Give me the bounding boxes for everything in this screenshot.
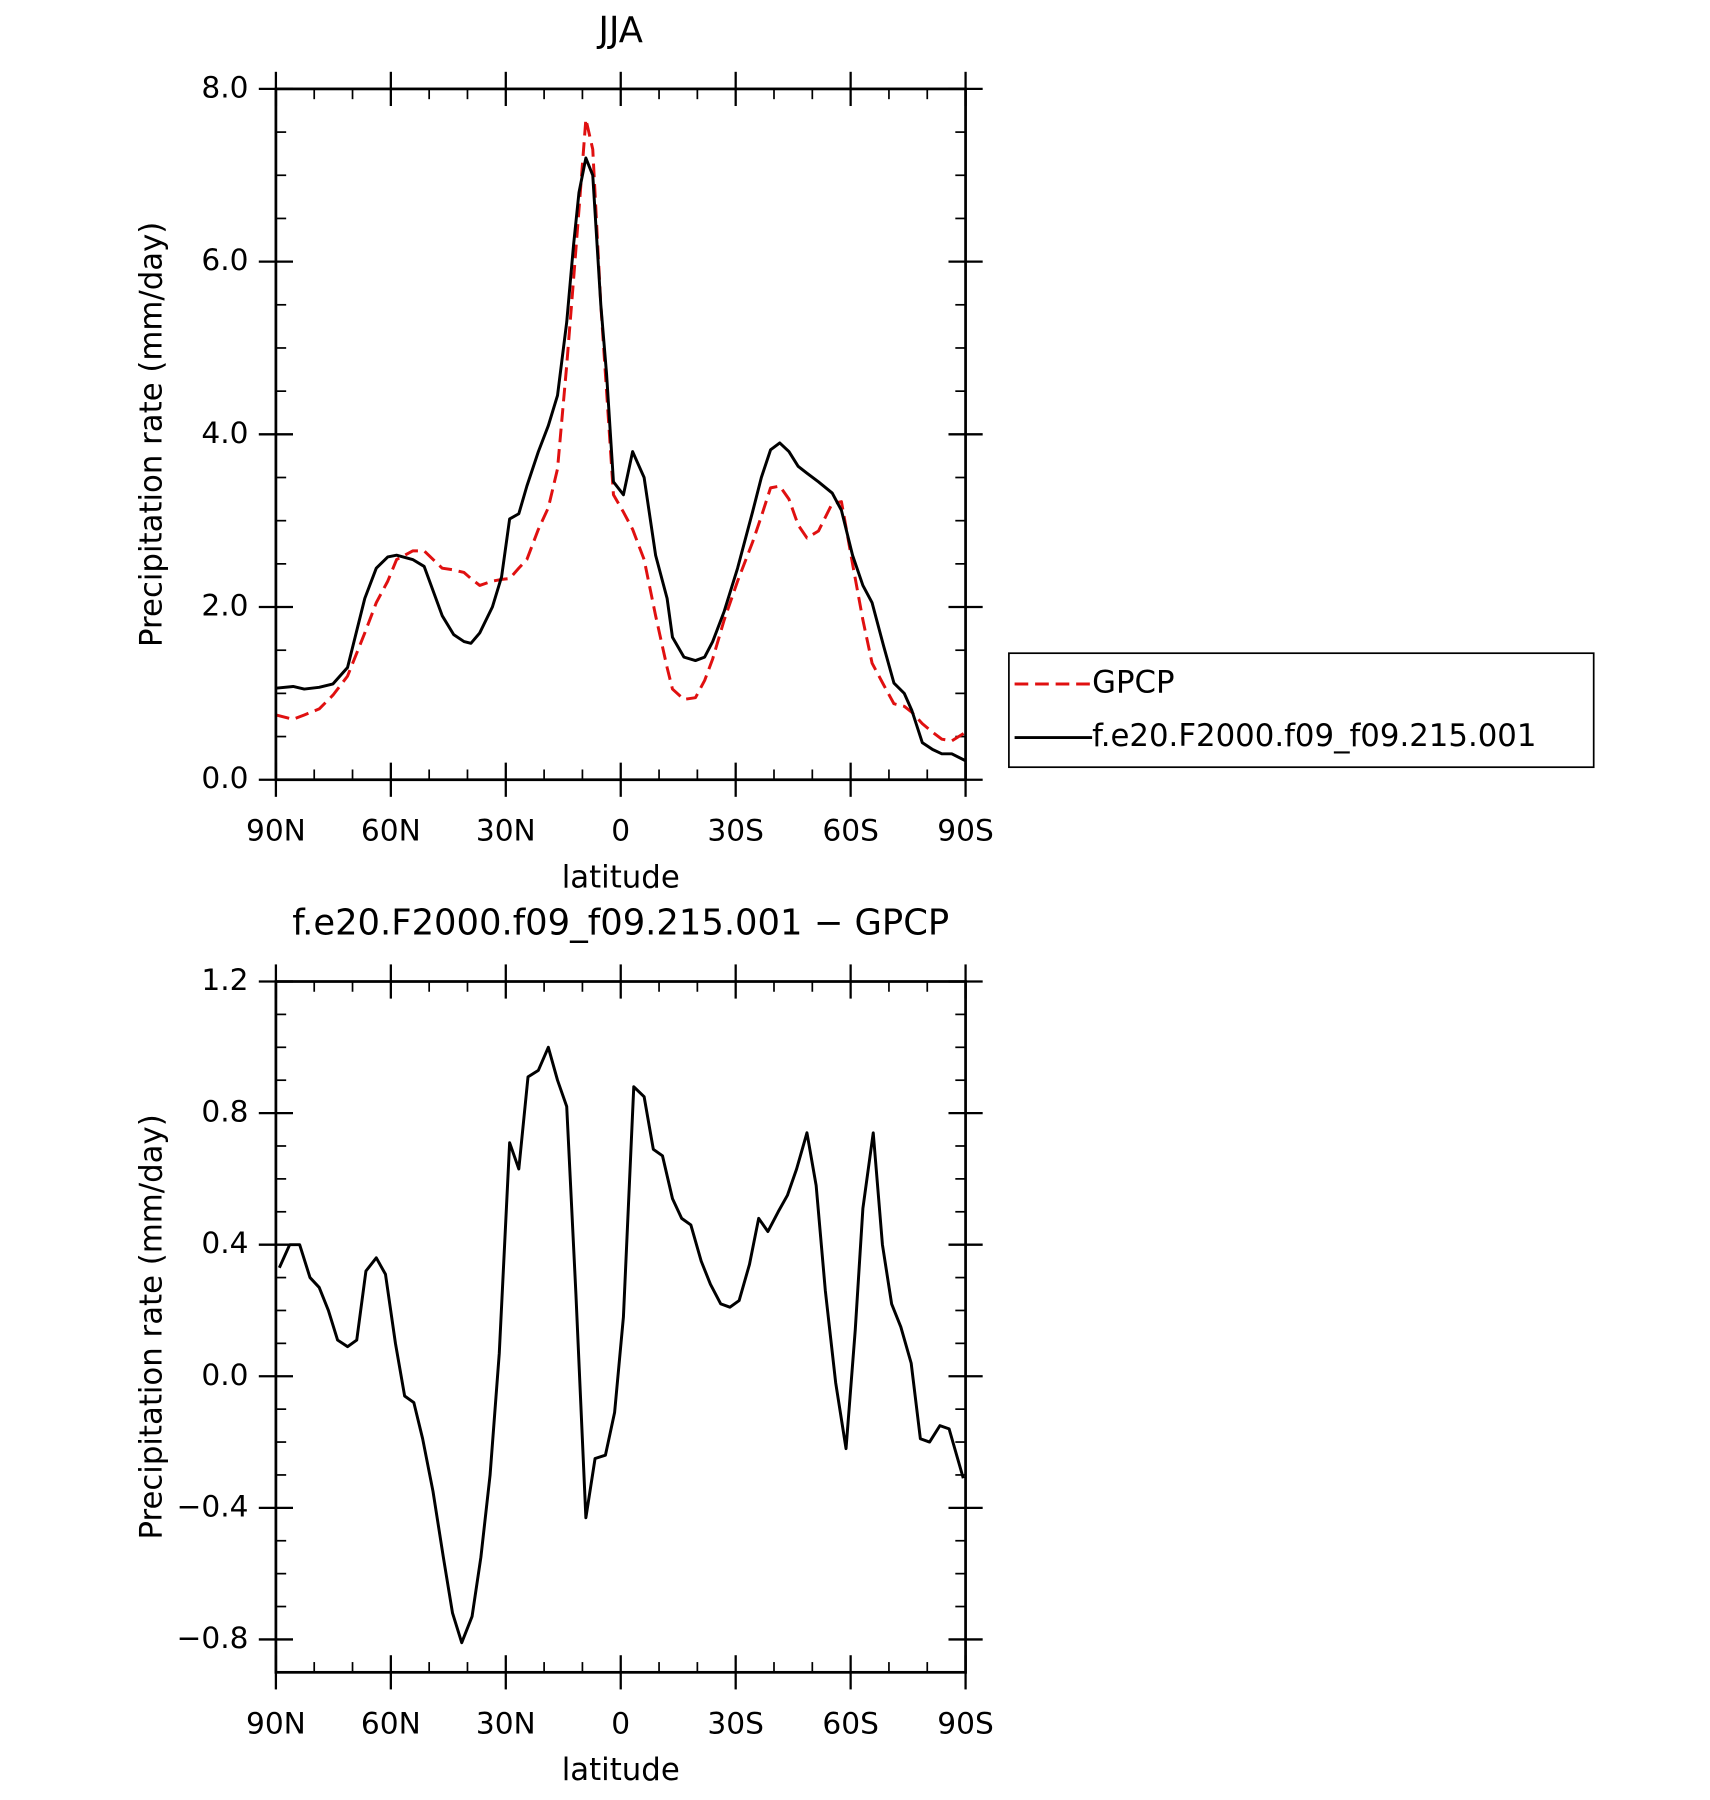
legend-box bbox=[1008, 652, 1595, 769]
y-tick-label: −0.4 bbox=[177, 1488, 249, 1523]
x-tick-label: 90N bbox=[246, 1705, 306, 1740]
y-tick-label: 4.0 bbox=[201, 415, 248, 450]
y-axis-label: Precipitation rate (mm/day) bbox=[133, 222, 169, 647]
x-tick-label: 90S bbox=[937, 1705, 994, 1740]
chart-title: JJA bbox=[597, 10, 643, 51]
data-line bbox=[278, 1045, 965, 1645]
y-tick-label: 8.0 bbox=[201, 69, 248, 104]
x-tick-label: 30N bbox=[476, 813, 536, 848]
chart-title: f.e20.F2000.f09_f09.215.001 − GPCP bbox=[292, 903, 949, 944]
x-tick-label: 60N bbox=[361, 1705, 421, 1740]
x-tick-label: 60N bbox=[361, 813, 421, 848]
x-tick-label: 30S bbox=[707, 813, 764, 848]
x-tick-label: 90S bbox=[937, 813, 994, 848]
legend-label: GPCP bbox=[1092, 664, 1174, 700]
x-axis-label: latitude bbox=[562, 859, 680, 895]
data-line bbox=[275, 117, 967, 743]
y-tick-label: 1.2 bbox=[201, 962, 248, 997]
x-tick-label: 60S bbox=[822, 813, 879, 848]
x-tick-label: 30S bbox=[707, 1705, 764, 1740]
x-tick-label: 60S bbox=[822, 1705, 879, 1740]
plot-frame bbox=[274, 980, 967, 1674]
x-tick-label: 0 bbox=[611, 813, 630, 848]
legend-label: f.e20.F2000.f09_f09.215.001 bbox=[1092, 718, 1536, 754]
y-tick-label: 0.0 bbox=[201, 760, 248, 795]
plot-frame bbox=[274, 87, 967, 782]
y-tick-label: −0.8 bbox=[177, 1620, 249, 1655]
y-tick-label: 0.8 bbox=[201, 1094, 248, 1129]
y-tick-label: 0.4 bbox=[201, 1225, 248, 1260]
data-line bbox=[275, 156, 967, 763]
x-tick-label: 90N bbox=[246, 813, 306, 848]
x-axis-label: latitude bbox=[562, 1752, 680, 1788]
y-axis-label: Precipitation rate (mm/day) bbox=[133, 1114, 169, 1539]
y-tick-label: 6.0 bbox=[201, 242, 248, 277]
x-tick-label: 0 bbox=[611, 1705, 630, 1740]
y-tick-label: 0.0 bbox=[201, 1357, 248, 1392]
x-tick-label: 30N bbox=[476, 1705, 536, 1740]
y-tick-label: 2.0 bbox=[201, 588, 248, 623]
